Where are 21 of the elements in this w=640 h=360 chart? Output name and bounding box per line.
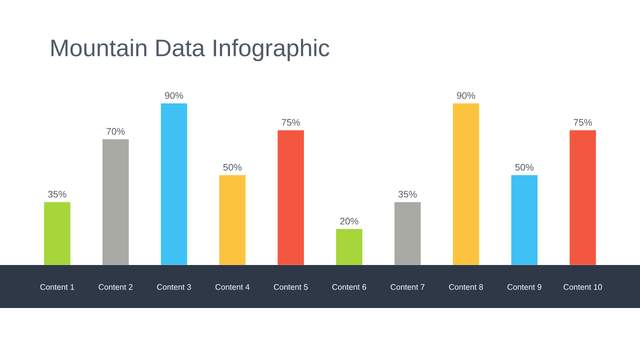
bar — [278, 130, 304, 265]
data-label: 70% — [106, 128, 125, 135]
bar — [44, 202, 70, 265]
bar — [394, 202, 421, 265]
bar — [102, 139, 129, 265]
data-label: 50% — [223, 164, 242, 171]
data-label: 75% — [282, 119, 300, 126]
data-label: 90% — [456, 92, 476, 99]
bar — [570, 130, 596, 265]
bar — [511, 175, 538, 265]
bar — [219, 175, 246, 265]
data-label: 20% — [340, 218, 358, 224]
data-label: 90% — [164, 92, 184, 99]
bar — [452, 103, 480, 265]
data-label: 35% — [398, 190, 417, 198]
chart-title: Mountain Data Infographic — [51, 38, 330, 62]
data-label: 35% — [48, 190, 66, 198]
data-label: 50% — [515, 164, 534, 171]
bar — [160, 103, 188, 265]
data-label: 75% — [574, 119, 592, 126]
bar — [336, 229, 362, 265]
